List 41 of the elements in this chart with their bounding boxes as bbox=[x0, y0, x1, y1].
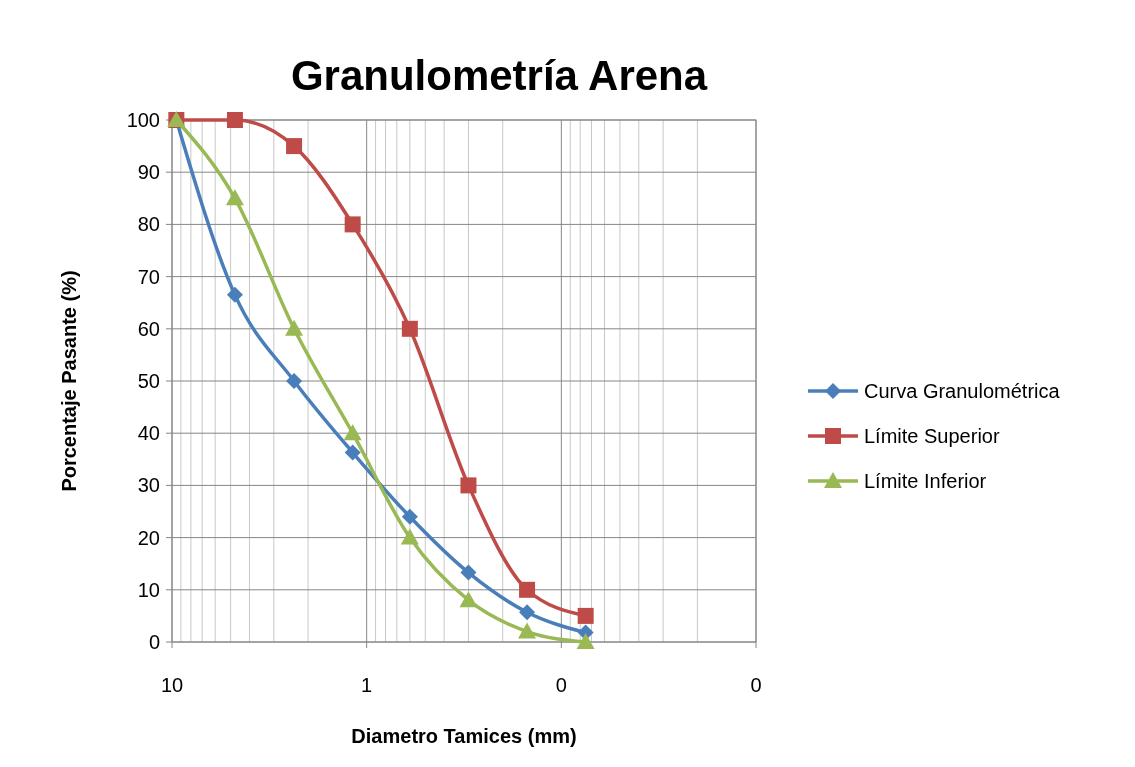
point bbox=[459, 591, 478, 608]
point bbox=[577, 607, 594, 624]
point bbox=[226, 112, 243, 128]
point bbox=[343, 424, 362, 441]
point bbox=[226, 286, 243, 303]
y-tick-label: 50 bbox=[137, 370, 160, 392]
x-tick-label: 10 bbox=[160, 674, 184, 696]
y-tick-label: 100 bbox=[126, 109, 160, 131]
point bbox=[519, 604, 536, 621]
y-tick-label: 60 bbox=[137, 317, 160, 340]
y-tick-label: 80 bbox=[137, 213, 160, 236]
point bbox=[401, 320, 418, 337]
point bbox=[344, 216, 361, 233]
point bbox=[460, 564, 477, 581]
y-tick-label: 70 bbox=[137, 265, 160, 288]
x-tick-label: 0 bbox=[750, 674, 762, 696]
point bbox=[344, 444, 361, 461]
point bbox=[518, 622, 537, 639]
x-axis-title: Diametro Tamices (mm) bbox=[351, 725, 577, 747]
legend-label: Curva Granulométrica bbox=[864, 380, 1061, 402]
point bbox=[460, 477, 477, 494]
point bbox=[400, 528, 419, 545]
legend-label: Límite Superior bbox=[864, 425, 1000, 447]
y-tick-label: 30 bbox=[137, 474, 160, 497]
point bbox=[225, 189, 244, 206]
y-tick-label: 10 bbox=[137, 578, 160, 601]
y-tick-label: 0 bbox=[148, 631, 160, 653]
y-tick-label: 20 bbox=[137, 526, 160, 549]
point bbox=[286, 373, 303, 389]
x-tick-label: 0 bbox=[555, 674, 567, 696]
point bbox=[286, 138, 303, 155]
y-tick-label: 40 bbox=[137, 422, 160, 445]
point bbox=[519, 581, 536, 598]
legend-label: Límite Inferior bbox=[864, 470, 987, 492]
x-tick-label: 1 bbox=[361, 674, 373, 696]
chart-title: Granulometría Arena bbox=[290, 52, 708, 99]
point bbox=[285, 319, 304, 336]
y-axis-title: Porcentaje Pasante (%) bbox=[58, 270, 80, 492]
y-tick-label: 90 bbox=[137, 161, 160, 184]
point bbox=[576, 633, 595, 649]
point bbox=[401, 508, 418, 525]
